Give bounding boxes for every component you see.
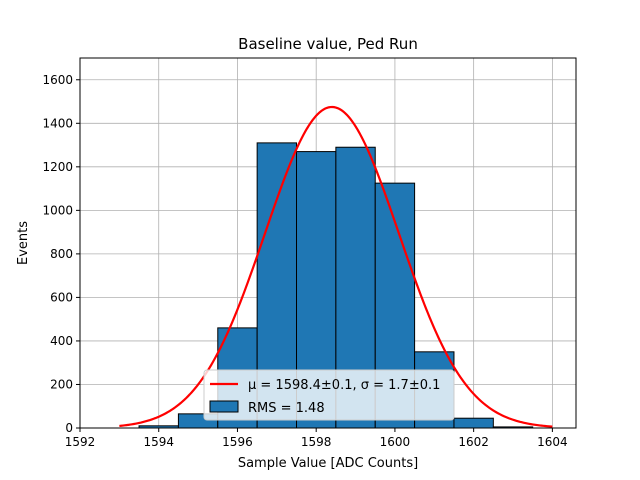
x-tick-label: 1604 [537,435,568,449]
x-axis-ticks: 1592 1594 1596 1598 1600 1602 1604 [65,428,568,449]
x-tick-label: 1598 [301,435,332,449]
y-tick-label: 1200 [42,160,73,174]
y-tick-label: 1600 [42,73,73,87]
y-tick-label: 0 [65,421,73,435]
y-tick-label: 400 [50,334,73,348]
x-axis-label: Sample Value [ADC Counts] [238,456,418,471]
x-tick-label: 1600 [380,435,411,449]
histogram-bar [453,417,494,429]
fit-curve-group [119,105,553,428]
legend: μ = 1598.4±0.1, σ = 1.7±0.1 RMS = 1.48 [203,369,455,421]
x-tick-label: 1602 [458,435,489,449]
y-axis-ticks: 0 200 400 600 800 1000 1200 1400 1600 [42,73,80,435]
legend-histogram-swatch [209,400,239,413]
x-tick-label: 1592 [65,435,96,449]
plot-frame [79,57,577,429]
x-tick-label: 1596 [222,435,253,449]
gaussian-fit-curve [119,105,553,428]
x-tick-label: 1594 [143,435,174,449]
y-tick-label: 200 [50,377,73,391]
y-tick-label: 1400 [42,116,73,130]
legend-fit-label: μ = 1598.4±0.1, σ = 1.7±0.1 [248,378,440,393]
y-axis-label: Events [16,221,31,265]
y-tick-label: 600 [50,290,73,304]
chart-title: Baseline value, Ped Run [238,35,418,53]
legend-histogram-label: RMS = 1.48 [248,401,325,416]
y-tick-label: 800 [50,247,73,261]
y-tick-label: 1000 [42,203,73,217]
legend-box [203,369,455,421]
